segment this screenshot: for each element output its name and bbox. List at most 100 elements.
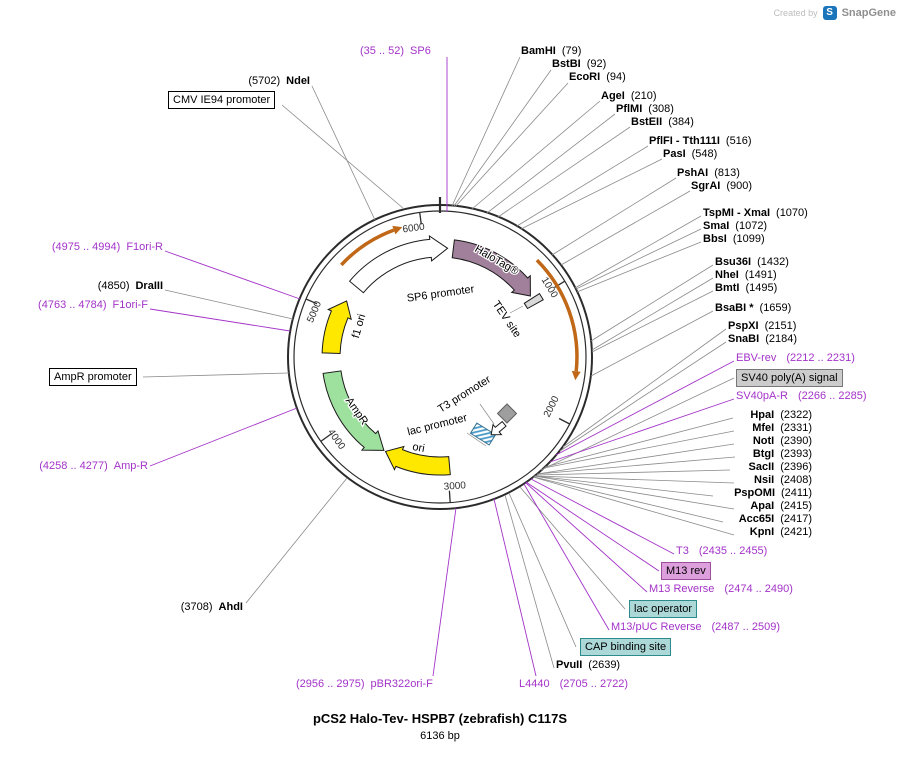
enzyme-mfei[interactable]: MfeI (2331) [752,422,812,434]
enzyme-bamhi[interactable]: BamHI (79) [521,45,582,57]
primer-t3[interactable]: T3 (2435 .. 2455) [676,545,768,557]
callout-line [149,308,291,332]
sp6-promoter-label[interactable]: SP6 promoter [405,282,477,306]
t3-promoter-mini-arrow[interactable] [487,419,508,440]
callout-line [520,158,663,230]
orange-arc-left[interactable] [340,228,395,267]
enzyme-agei[interactable]: AgeI (210) [601,90,657,102]
callout-line [540,377,735,471]
enzyme-kpni[interactable]: KpnI (2421) [749,526,812,538]
lac-promoter-label[interactable]: lac promoter [405,411,470,440]
label-connector [509,305,524,314]
enzyme-noti[interactable]: NotI (2390) [752,435,812,447]
f1-ori-arrow[interactable] [321,300,352,355]
tev-site-block[interactable] [523,292,544,310]
snapgene-watermark: Created by S SnapGene [774,6,896,20]
callout-line [536,456,736,475]
primer-sv40pa-r[interactable]: SV40pA-R (2266 .. 2285) [736,390,867,402]
feature-box-lac-operator[interactable]: lac operator [629,600,698,618]
callout-line [549,398,735,463]
tick-mark [320,433,331,442]
callout-line [281,104,405,210]
plasmid-title: pCS2 Halo-Tev- HSPB7 (zebrafish) C117S [312,711,568,726]
enzyme-ecori[interactable]: EcoRI (94) [569,71,626,83]
t3-promoter-label[interactable]: T3 promoter [435,372,495,417]
primer-m13-puc-reverse[interactable]: M13/pUC Reverse (2487 .. 2509) [611,621,780,633]
enzyme-pflfi-tth111i[interactable]: PflFI - Tth111I (516) [649,135,752,147]
enzyme-nhei[interactable]: NheI (1491) [715,269,777,281]
enzyme-smai[interactable]: SmaI (1072) [703,220,768,232]
primer-f1ori-r[interactable]: (4975 .. 4994) F1ori-R [51,241,163,253]
lac-operator-hatch[interactable] [469,422,497,446]
snapgene-logo-icon: S [822,6,837,20]
enzyme-pshai[interactable]: PshAI (813) [677,167,740,179]
primer-sp6[interactable]: (35 .. 52) SP6 [360,45,431,57]
enzyme-ndei[interactable]: (5702) NdeI [248,75,310,87]
callout-line [576,241,702,293]
enzyme-acc65i[interactable]: Acc65I (2417) [738,513,812,525]
feature-box-sv40-polya-signal[interactable]: SV40 poly(A) signal [736,369,843,387]
enzyme-pvuii[interactable]: PvuII (2639) [556,659,621,671]
callout-line [533,476,724,523]
label-connector [466,432,487,447]
feature-box-cmv-ie94-promoter[interactable]: CMV IE94 promoter [168,91,276,109]
callout-line [471,100,601,210]
enzyme-pspomi[interactable]: PspOMI (2411) [734,487,812,499]
plasmid-backbone [287,197,593,510]
tev-site-label[interactable]: TEV site [489,297,525,341]
callout-line [574,215,702,289]
primer-f1ori-f[interactable]: (4763 .. 4784) F1ori-F [38,299,148,311]
callout-line [590,264,714,342]
sv40-polya-diamond[interactable] [496,403,518,424]
callout-line [525,482,648,593]
callout-line [149,407,298,467]
enzyme-bsu36i[interactable]: Bsu36I (1432) [715,256,789,268]
feature-box-cap-binding-site[interactable]: CAP binding site [580,638,672,656]
enzyme-pspxi[interactable]: PspXI (2151) [728,320,797,332]
primer-ebv-rev[interactable]: EBV-rev (2212 .. 2231) [736,352,855,364]
primer-amp-r[interactable]: (4258 .. 4277) Amp-R [39,460,148,472]
primer-pbr322ori-f[interactable]: (2956 .. 2975) pBR322ori-F [296,678,433,690]
ori-label[interactable]: ori [410,440,427,456]
ampr-arrow[interactable] [322,370,385,451]
enzyme-bsteii[interactable]: BstEII (384) [631,116,694,128]
callout-line [543,430,735,469]
orange-arc-right-arrowhead [571,370,581,381]
orange-arc-right[interactable] [535,258,579,372]
enzyme-nsii[interactable]: NsiI (2408) [754,474,812,486]
callout-line [451,56,521,207]
enzyme-sgrai[interactable]: SgrAI (900) [691,180,753,192]
primer-l4440[interactable]: L4440 (2705 .. 2722) [519,678,629,690]
snapgene-brand-text: SnapGene [841,7,896,19]
feature-box-m13-rev[interactable]: M13 rev [661,562,711,580]
ori-arrow[interactable] [384,445,451,476]
halotag-arrow[interactable] [451,239,531,297]
enzyme-bsabi[interactable]: BsaBI * (1659) [715,302,792,314]
callout-line [164,250,301,300]
enzyme-bmti[interactable]: BmtI (1495) [715,282,778,294]
tick-label-3000: 3000 [443,480,466,493]
enzyme-pasi[interactable]: PasI (548) [663,148,718,160]
callout-line [551,177,677,256]
enzyme-snabi[interactable]: SnaBI (2184) [728,333,797,345]
enzyme-bstbi[interactable]: BstBI (92) [552,58,607,70]
callout-line [534,475,714,497]
callout-line [525,481,660,572]
enzyme-pflmi[interactable]: PflMI (308) [616,103,674,115]
callout-line [591,277,714,351]
enzyme-bbsi[interactable]: BbsI (1099) [703,233,765,245]
callout-line [559,341,727,452]
sp6-cmv-promoter-arrow[interactable] [348,234,449,294]
enzyme-sacii[interactable]: SacII (2396) [748,461,812,473]
enzyme-draiii[interactable]: (4850) DraIII [97,280,163,292]
enzyme-btgi[interactable]: BtgI (2393) [752,448,812,460]
feature-box-ampr-promoter[interactable]: AmpR promoter [49,368,137,386]
enzyme-ahdi[interactable]: (3708) AhdI [180,601,243,613]
callout-line [536,469,731,476]
enzyme-tspmi-xmai[interactable]: TspMI - XmaI (1070) [703,207,808,219]
f1-ori-label[interactable]: f1 ori [349,312,370,341]
enzyme-hpai[interactable]: HpaI (2322) [750,409,812,421]
tick-mark [419,212,422,225]
enzyme-apai[interactable]: ApaI (2415) [750,500,812,512]
primer-m13-reverse[interactable]: M13 Reverse (2474 .. 2490) [649,583,793,595]
